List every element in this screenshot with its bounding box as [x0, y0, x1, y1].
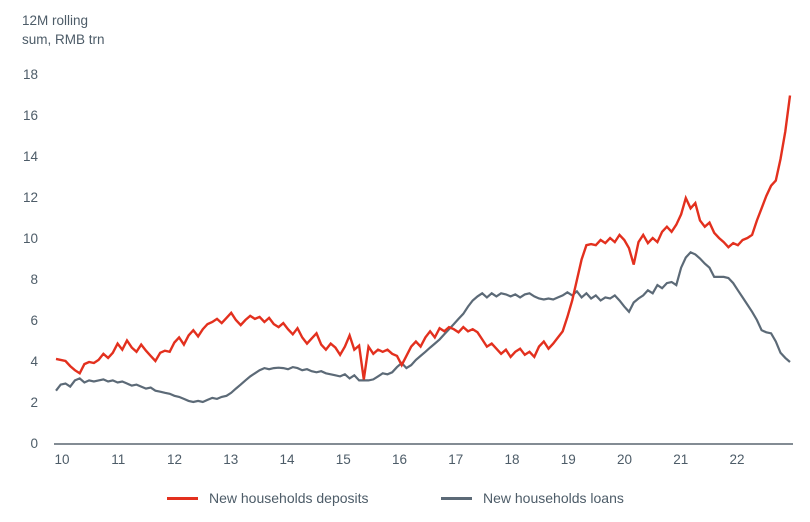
- y-axis-unit-label-line1: 12M rolling: [22, 13, 89, 28]
- deposits-line-swatch: [167, 496, 198, 500]
- x-tick-label: 11: [111, 452, 126, 467]
- y-tick-label: 8: [30, 272, 38, 287]
- loans-legend-label: New households loans: [483, 490, 624, 506]
- x-tick-label: 19: [560, 452, 576, 467]
- loans-line: [55, 250, 791, 404]
- y-tick-label: 0: [30, 436, 38, 451]
- y-tick-label: 16: [22, 108, 38, 123]
- y-tick-label: 12: [22, 190, 38, 205]
- x-tick-label: 17: [448, 452, 464, 467]
- deposits-legend-label: New households deposits: [209, 490, 369, 506]
- y-tick-label: 14: [22, 149, 38, 164]
- x-tick-label: 18: [504, 452, 520, 467]
- legend-item-deposits: New households deposits: [167, 488, 369, 508]
- loans-line-swatch: [441, 496, 472, 500]
- chart-plot: [54, 95, 793, 445]
- x-tick-label: 10: [54, 452, 70, 467]
- deposits-line: [55, 95, 792, 380]
- y-tick-label: 10: [22, 231, 38, 246]
- y-axis-unit-label-line2: sum, RMB trn: [22, 32, 105, 47]
- legend-item-loans: New households loans: [441, 488, 624, 508]
- x-tick-label: 21: [673, 452, 689, 467]
- x-tick-label: 12: [166, 452, 183, 467]
- x-tick-label: 20: [616, 452, 633, 467]
- y-axis-unit-label: 12M rolling sum, RMB trn: [22, 11, 105, 49]
- x-tick-label: 14: [279, 452, 295, 467]
- legend: New households deposits New households l…: [0, 488, 810, 512]
- x-tick-label: 13: [223, 452, 239, 467]
- y-tick-label: 2: [30, 395, 38, 410]
- x-tick-label: 22: [729, 452, 745, 467]
- y-tick-label: 6: [30, 313, 38, 328]
- x-tick-label: 16: [391, 452, 408, 467]
- y-tick-label: 4: [30, 354, 38, 369]
- x-tick-label: 15: [335, 452, 351, 467]
- y-tick-label: 18: [22, 67, 38, 82]
